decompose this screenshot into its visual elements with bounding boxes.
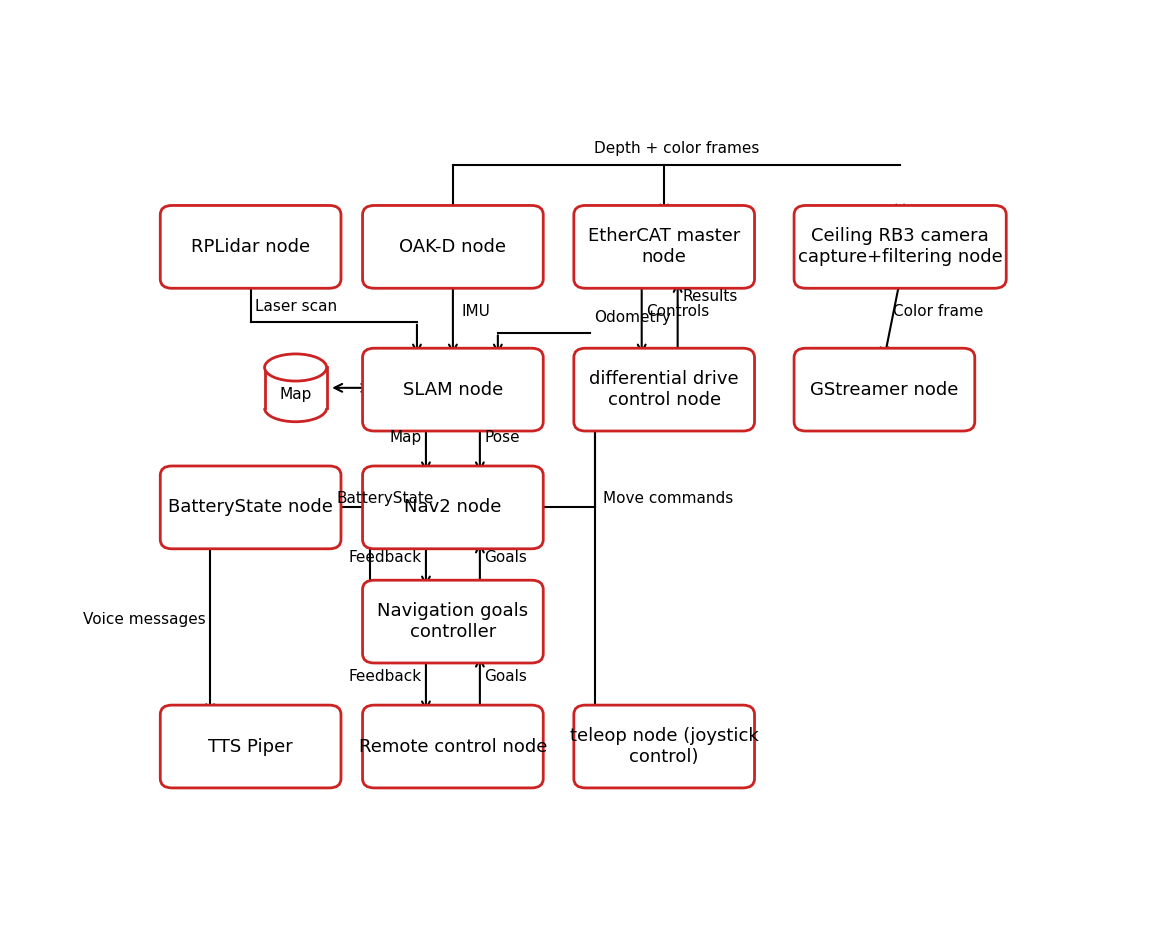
Bar bbox=[264, 367, 327, 408]
Text: Pose: Pose bbox=[485, 430, 520, 445]
Text: Nav2 node: Nav2 node bbox=[404, 499, 501, 516]
Text: Results: Results bbox=[682, 289, 738, 304]
FancyBboxPatch shape bbox=[160, 206, 341, 288]
Text: SLAM node: SLAM node bbox=[403, 381, 503, 399]
Text: Move commands: Move commands bbox=[603, 491, 734, 506]
Text: Map: Map bbox=[280, 387, 312, 402]
Text: teleop node (joystick
control): teleop node (joystick control) bbox=[570, 727, 759, 766]
FancyBboxPatch shape bbox=[574, 705, 754, 788]
FancyBboxPatch shape bbox=[795, 349, 974, 431]
Text: EtherCAT master
node: EtherCAT master node bbox=[588, 227, 740, 266]
Text: Depth + color frames: Depth + color frames bbox=[594, 141, 760, 157]
Text: Map: Map bbox=[390, 430, 421, 445]
FancyBboxPatch shape bbox=[795, 206, 1006, 288]
Text: Goals: Goals bbox=[485, 669, 528, 684]
FancyBboxPatch shape bbox=[363, 580, 543, 663]
Text: Navigation goals
controller: Navigation goals controller bbox=[377, 603, 529, 641]
Text: Controls: Controls bbox=[646, 304, 710, 319]
Text: TTS Piper: TTS Piper bbox=[209, 738, 293, 756]
FancyBboxPatch shape bbox=[160, 705, 341, 788]
Text: Ceiling RB3 camera
capture+filtering node: Ceiling RB3 camera capture+filtering nod… bbox=[798, 227, 1002, 266]
Text: RPLidar node: RPLidar node bbox=[191, 238, 310, 256]
Text: IMU: IMU bbox=[462, 304, 491, 319]
Text: Goals: Goals bbox=[485, 550, 528, 565]
FancyBboxPatch shape bbox=[363, 466, 543, 549]
Text: differential drive
control node: differential drive control node bbox=[589, 370, 739, 409]
Text: Feedback: Feedback bbox=[348, 669, 421, 684]
FancyBboxPatch shape bbox=[363, 206, 543, 288]
Ellipse shape bbox=[264, 354, 327, 381]
Text: Feedback: Feedback bbox=[348, 550, 421, 565]
FancyBboxPatch shape bbox=[160, 466, 341, 549]
FancyBboxPatch shape bbox=[363, 705, 543, 788]
Text: Odometry: Odometry bbox=[594, 310, 672, 324]
Text: Color frame: Color frame bbox=[893, 304, 984, 319]
Text: Voice messages: Voice messages bbox=[82, 613, 205, 628]
Text: BatteryState node: BatteryState node bbox=[168, 499, 333, 516]
Text: GStreamer node: GStreamer node bbox=[810, 381, 958, 399]
Text: Remote control node: Remote control node bbox=[358, 738, 548, 756]
FancyBboxPatch shape bbox=[574, 349, 754, 431]
FancyBboxPatch shape bbox=[363, 349, 543, 431]
FancyBboxPatch shape bbox=[574, 206, 754, 288]
Text: Laser scan: Laser scan bbox=[255, 298, 338, 314]
Text: OAK-D node: OAK-D node bbox=[399, 238, 507, 256]
Text: BatteryState: BatteryState bbox=[336, 491, 434, 506]
